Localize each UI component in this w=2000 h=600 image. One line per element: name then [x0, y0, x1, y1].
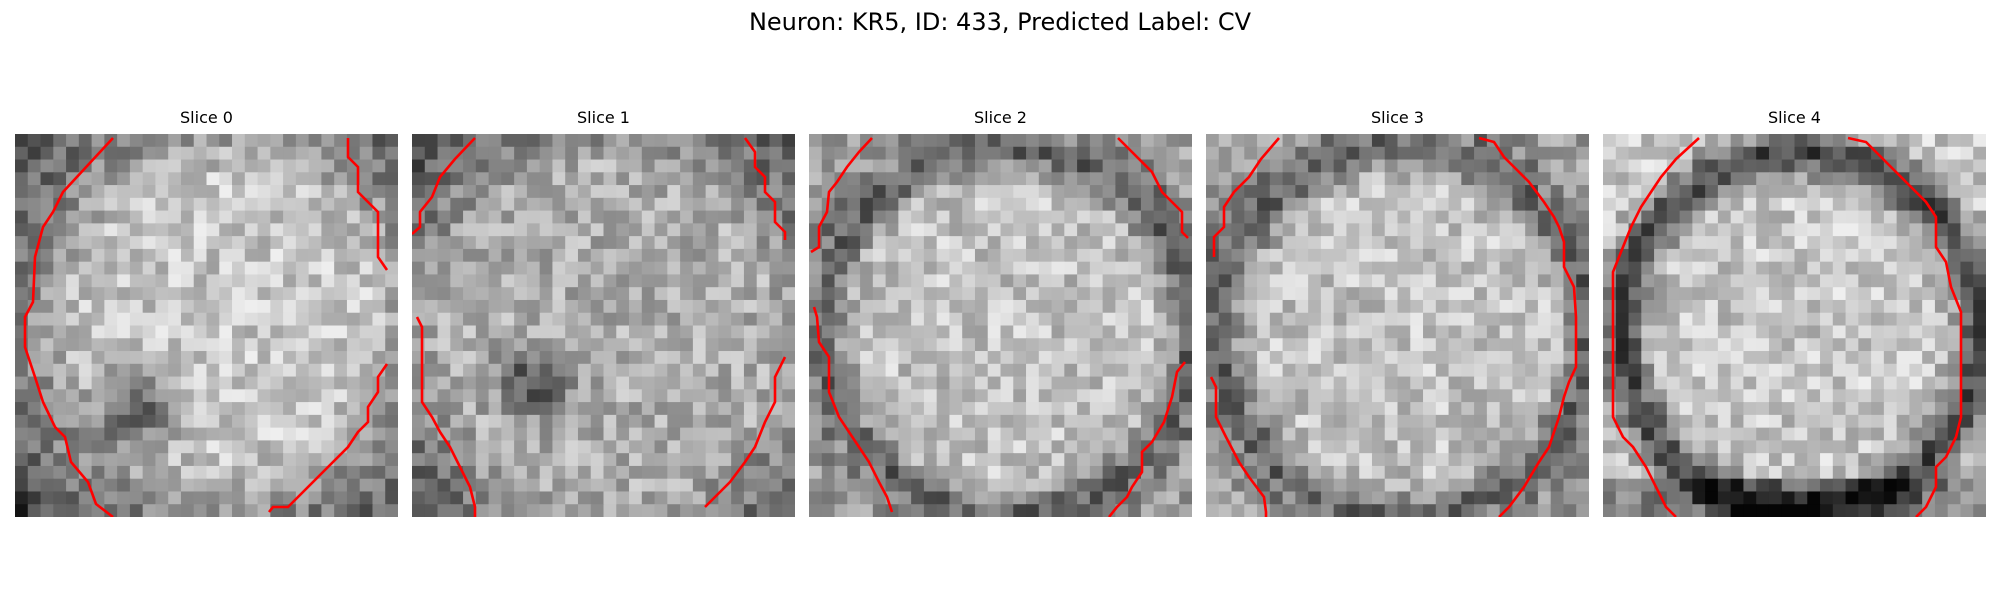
slice-title: Slice 3	[1371, 108, 1424, 127]
slice-image-4	[1603, 134, 1986, 517]
figure-title: Neuron: KR5, ID: 433, Predicted Label: C…	[748, 8, 1252, 36]
grayscale-image	[1206, 134, 1589, 517]
grayscale-image	[15, 134, 398, 517]
slice-image-2	[809, 134, 1192, 517]
slice-title: Slice 1	[577, 108, 630, 127]
contour-line	[412, 137, 787, 517]
slice-title: Slice 0	[180, 108, 233, 127]
contour-line	[1209, 136, 1578, 517]
slice-title: Slice 4	[1768, 108, 1821, 127]
contour-line	[1611, 136, 1963, 517]
slice-title: Slice 2	[974, 108, 1027, 127]
grayscale-image	[412, 134, 795, 517]
contour-line	[23, 137, 389, 517]
slice-image-0	[15, 134, 398, 517]
contour-line	[810, 137, 1189, 517]
slice-image-1	[412, 134, 795, 517]
grayscale-image	[1603, 134, 1986, 517]
slice-image-3	[1206, 134, 1589, 517]
grayscale-image	[809, 134, 1192, 517]
